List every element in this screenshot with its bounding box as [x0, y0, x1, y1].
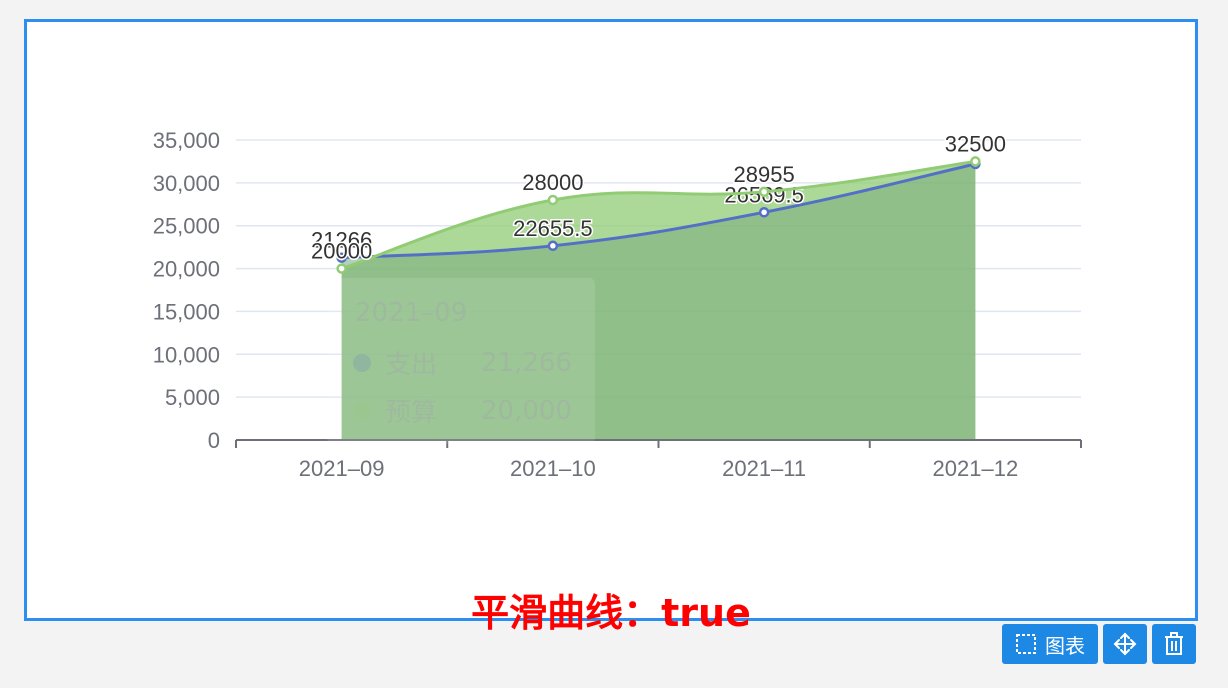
tooltip-row: 预算 20,000 — [353, 392, 572, 429]
y-tick-label: 35,000 — [153, 128, 220, 153]
tooltip-title: 2021–09 — [355, 298, 468, 328]
delete-button[interactable] — [1152, 624, 1196, 664]
data-label: 22655.5 — [513, 216, 593, 241]
data-label: 32500 — [945, 131, 1006, 156]
x-tick-label: 2021–10 — [510, 456, 596, 481]
tooltip: 2021–09 支出 21,266 预算 20,000 — [327, 278, 595, 444]
x-tick-label: 2021–11 — [722, 456, 806, 481]
y-tick-label: 0 — [208, 428, 220, 453]
chart-type-button[interactable]: 图表 — [1002, 624, 1098, 664]
move-button[interactable] — [1103, 624, 1147, 664]
move-arrows-icon — [1113, 632, 1137, 656]
chart-container: 0 5,000 10,000 15,000 20,000 25,000 30,000 35,0… — [24, 19, 1198, 635]
chart-subtitle: 平滑曲线：true — [471, 591, 751, 635]
tooltip-series-value: 21,266 — [481, 347, 572, 378]
area-chart: 0 5,000 10,000 15,000 20,000 25,000 30,000 35,0… — [153, 128, 1082, 481]
y-tick-label: 5,000 — [165, 385, 220, 410]
x-tick-label: 2021–12 — [933, 456, 1019, 481]
data-point — [336, 252, 347, 263]
area-spending — [341, 164, 976, 440]
data-point — [336, 263, 347, 274]
y-tick-label: 20,000 — [153, 257, 220, 282]
y-tick-label: 15,000 — [153, 299, 220, 324]
tooltip-series-value: 20,000 — [481, 395, 572, 426]
series-line — [341, 162, 976, 260]
x-tick-label: 2021–09 — [299, 456, 385, 481]
frame-select-icon — [1016, 634, 1036, 654]
chart-toolbar: 图表 — [1002, 624, 1196, 664]
trash-icon — [1165, 632, 1183, 655]
tooltip-series-name: 支出 — [385, 350, 438, 380]
data-point — [547, 240, 559, 252]
series-dot-icon — [353, 353, 371, 372]
series-line — [341, 159, 976, 270]
tooltip-row: 支出 21,266 — [353, 344, 572, 381]
data-label: 20000 — [311, 239, 372, 264]
data-point — [970, 156, 981, 167]
y-tick-label: 10,000 — [153, 342, 220, 367]
y-tick-label: 30,000 — [153, 171, 220, 196]
tooltip-series-name: 预算 — [385, 398, 438, 428]
series-dot-icon — [353, 401, 371, 420]
data-point — [547, 194, 559, 206]
data-point — [758, 186, 770, 198]
data-label: 28000 — [522, 170, 583, 195]
data-label: 21266 — [311, 228, 372, 253]
y-tick-label: 25,000 — [153, 214, 220, 239]
data-point — [758, 207, 770, 218]
chart-type-label: 图表 — [1045, 633, 1085, 658]
data-label: 28955 — [734, 162, 795, 187]
